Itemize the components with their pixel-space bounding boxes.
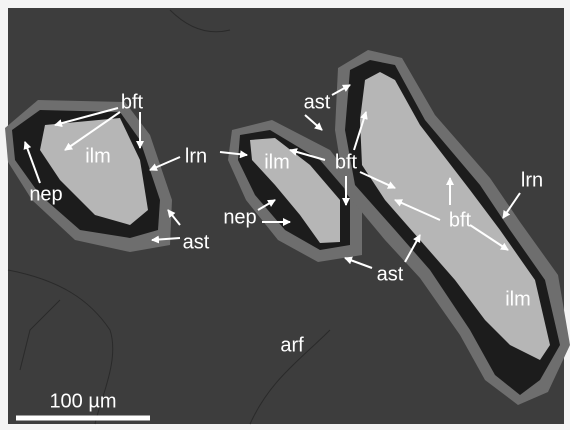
label: bft bbox=[335, 151, 358, 173]
label: lrn bbox=[185, 145, 207, 167]
label: ilm bbox=[505, 288, 531, 310]
label: nep bbox=[29, 183, 62, 205]
scale-label: 100 µm bbox=[49, 390, 116, 412]
label: ast bbox=[183, 231, 210, 253]
micrograph: bft ilm lrn nep ast ast ilm bft nep ast … bbox=[0, 0, 570, 430]
label: ilm bbox=[85, 145, 111, 167]
label: lrn bbox=[521, 169, 543, 191]
label: bft bbox=[449, 209, 472, 231]
label: arf bbox=[280, 334, 304, 356]
label: ast bbox=[304, 91, 331, 113]
label: bft bbox=[121, 91, 144, 113]
label: ast bbox=[377, 263, 404, 285]
label: nep bbox=[223, 206, 256, 228]
label: ilm bbox=[264, 151, 290, 173]
